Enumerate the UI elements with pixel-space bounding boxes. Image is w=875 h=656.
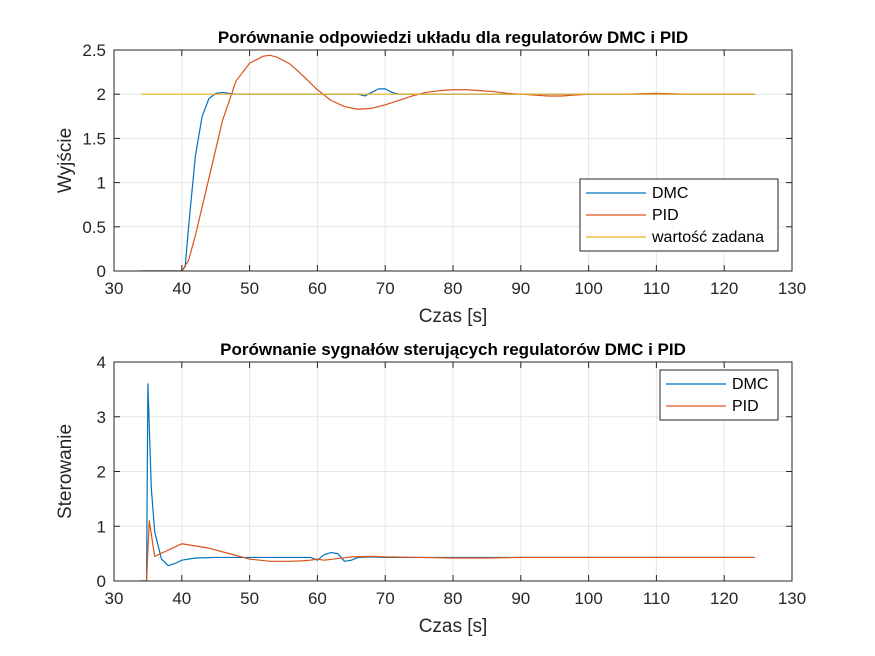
x-tick-label: 50	[240, 279, 259, 298]
legend-box	[659, 369, 779, 421]
y-tick-label: 1.5	[82, 129, 106, 148]
y-tick-label: 1	[97, 517, 106, 536]
y-tick-label: 0	[97, 572, 106, 591]
y-tick-label: 0.5	[82, 218, 106, 237]
x-tick-label: 100	[574, 279, 602, 298]
x-tick-label: 80	[444, 279, 463, 298]
x-tick-label: 60	[308, 279, 327, 298]
series-group	[141, 54, 755, 271]
chart-title: Porównanie odpowiedzi układu dla regulat…	[218, 28, 688, 47]
x-axis-label: Czas [s]	[419, 306, 488, 327]
x-tick-label: 80	[444, 589, 463, 608]
x-tick-label: 70	[376, 279, 395, 298]
chart-title: Porównanie sygnałów sterujących regulato…	[220, 340, 686, 359]
x-tick-label: 40	[172, 279, 191, 298]
legend-label-1: PID	[652, 207, 679, 224]
x-tick-label: 120	[710, 279, 738, 298]
x-tick-label: 70	[376, 589, 395, 608]
x-tick-label: 100	[574, 589, 602, 608]
legend-label-1: PID	[732, 398, 759, 415]
x-tick-label: 90	[511, 589, 530, 608]
y-tick-label: 1	[97, 174, 106, 193]
legend: DMC PID wartość zadana	[579, 178, 779, 252]
x-tick-label: 40	[172, 589, 191, 608]
y-tick-label: 4	[97, 353, 106, 372]
series-line-1	[141, 54, 755, 271]
x-tick-label: 30	[105, 589, 124, 608]
x-tick-label: 130	[778, 279, 806, 298]
plot-control: 30 40 50 60 70 80 90 100 110 120 130 0 1 2 3 4 Porównani…	[55, 340, 806, 637]
plot-output: 30 40 50 60 70 80 90 100 110 120 130 0 0.5 1 1.5 2 2.5 Po…	[55, 28, 806, 327]
x-tick-label: 30	[105, 279, 124, 298]
x-tick-label: 60	[308, 589, 327, 608]
series-line-1	[141, 520, 755, 581]
y-tick-label: 3	[97, 408, 106, 427]
legend-label-2: wartość zadana	[651, 229, 764, 246]
y-tick-label: 0	[97, 262, 106, 281]
x-tick-label: 110	[643, 589, 670, 608]
y-axis-label: Wyjście	[55, 128, 76, 193]
y-tick-label: 2	[97, 85, 106, 104]
x-tick-label: 90	[511, 279, 530, 298]
legend: DMC PID	[659, 369, 779, 421]
legend-label-0: DMC	[732, 376, 768, 393]
y-axis-label: Sterowanie	[55, 424, 76, 519]
y-tick-label: 2	[97, 463, 106, 482]
x-tick-label: 50	[240, 589, 259, 608]
x-tick-label: 110	[643, 279, 670, 298]
legend-label-0: DMC	[652, 185, 688, 202]
x-tick-label: 130	[778, 589, 806, 608]
x-axis-label: Czas [s]	[419, 616, 488, 637]
series-group	[141, 383, 755, 581]
y-tick-label: 2.5	[82, 41, 106, 60]
x-tick-label: 120	[710, 589, 738, 608]
